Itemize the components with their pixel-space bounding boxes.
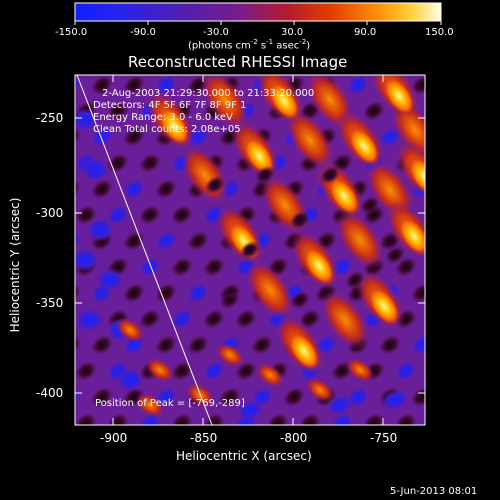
x-axis-ticks [112,75,384,425]
units-end: asec [273,40,300,52]
image-panel [75,75,425,425]
x-tick-label: -900 [100,431,128,445]
overlay-energy: Energy Range: 3.0 - 6.0 keV [93,112,233,123]
y-tick-label: -400 [36,386,64,400]
colorbar-tick-label: -150.0 [55,27,88,38]
plot-title: Reconstructed RHESSI Image [128,53,348,71]
units-mid: s [257,40,267,52]
overlay-time: 2-Aug-2003 21:29:30.000 to 21:33:20.000 [102,88,315,99]
units-main: (photons cm [188,40,251,52]
units-exp1: -2 [250,38,258,46]
colorbar-ticks [74,21,442,25]
y-tick-label: -350 [36,296,64,310]
units-close: ) [306,40,311,52]
plot-frame [74,74,426,426]
y-tick-label: -250 [36,111,64,125]
colorbar [74,2,442,22]
units-exp2: -1 [266,38,274,46]
y-tick-label: -300 [36,206,64,220]
x-tick-label: -750 [370,431,398,445]
colorbar-tick-label: 150.0 [425,27,454,38]
colorbar-tick-label: -90.0 [130,27,156,38]
colorbar-tick-label: -30.0 [203,27,229,38]
colorbar-tick-label: 30.0 [281,27,304,38]
y-axis-label: Heliocentric Y (arcsec) [8,197,22,333]
x-tick-label: -800 [280,431,308,445]
colorbar-units: (photons cm-2 s-1 asec-2) [188,38,310,51]
x-tick-label: -850 [190,431,218,445]
timestamp: 5-Jun-2013 08:01 [390,486,478,497]
solar-limb-line [76,74,213,426]
overlay-detectors: Detectors: 4F 5F 6F 7F 8F 9F 1 [93,100,247,111]
colorbar-tick-label: 90.0 [354,27,377,38]
y-axis-ticks [75,117,425,394]
units-exp3: -2 [299,38,307,46]
overlay-peak: Position of Peak = [-769,-289] [95,398,245,409]
x-axis-label: Heliocentric X (arcsec) [176,449,312,463]
overlay-clean: Clean Total counts: 2.08e+05 [93,124,241,135]
